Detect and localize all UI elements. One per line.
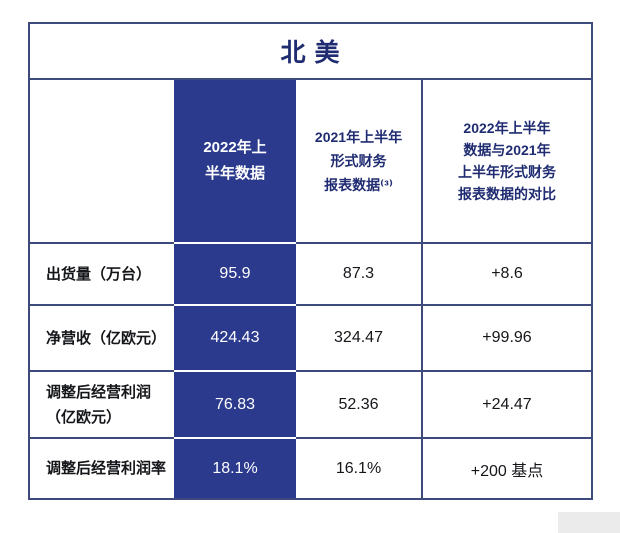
value-2022: 18.1%: [174, 437, 296, 498]
table-row-shipments: 出货量（万台） 95.9 87.3 +8.6: [30, 242, 591, 304]
table-row-net-revenue: 净营收（亿欧元） 424.43 324.47 +99.96: [30, 304, 591, 370]
header-empty-cell: [30, 80, 174, 242]
row-label: 出货量（万台）: [30, 242, 174, 304]
value-2021: 324.47: [296, 304, 421, 370]
value-delta: +8.6: [421, 242, 591, 304]
table-row-adjusted-operating-margin: 调整后经营利润率 18.1% 16.1% +200 基点: [30, 437, 591, 498]
value-2022: 76.83: [174, 370, 296, 437]
value-2021: 52.36: [296, 370, 421, 437]
row-label: 调整后经营利润率: [30, 437, 174, 498]
table-title-row: 北 美: [30, 24, 591, 80]
table-row-adjusted-operating-profit: 调整后经营利润 （亿欧元） 76.83 52.36 +24.47: [30, 370, 591, 437]
value-2021: 87.3: [296, 242, 421, 304]
header-2022-cell: 2022年上 半年数据: [174, 80, 296, 242]
value-2022: 424.43: [174, 304, 296, 370]
value-2022: 95.9: [174, 242, 296, 304]
value-2021: 16.1%: [296, 437, 421, 498]
row-label: 调整后经营利润 （亿欧元）: [30, 370, 174, 437]
table-title: 北 美: [280, 39, 341, 67]
header-2021-proforma-cell: 2021年上半年 形式财务 报表数据⁽³⁾: [314, 129, 403, 193]
value-delta: +99.96: [421, 304, 591, 370]
value-delta: +200 基点: [421, 437, 591, 498]
header-comparison-cell: 2022年上半年 数据与2021年 上半年形式财务 报表数据的对比: [421, 80, 591, 242]
row-label: 净营收（亿欧元）: [30, 304, 174, 370]
north-america-table: 北 美 2022年上 半年数据 2021年上半年 形式财务 报表数据⁽³⁾ 20…: [28, 22, 593, 500]
table-header-row: 2022年上 半年数据 2021年上半年 形式财务 报表数据⁽³⁾ 2022年上…: [30, 80, 591, 242]
value-delta: +24.47: [421, 370, 591, 437]
background-corner-artifact: [558, 512, 620, 533]
